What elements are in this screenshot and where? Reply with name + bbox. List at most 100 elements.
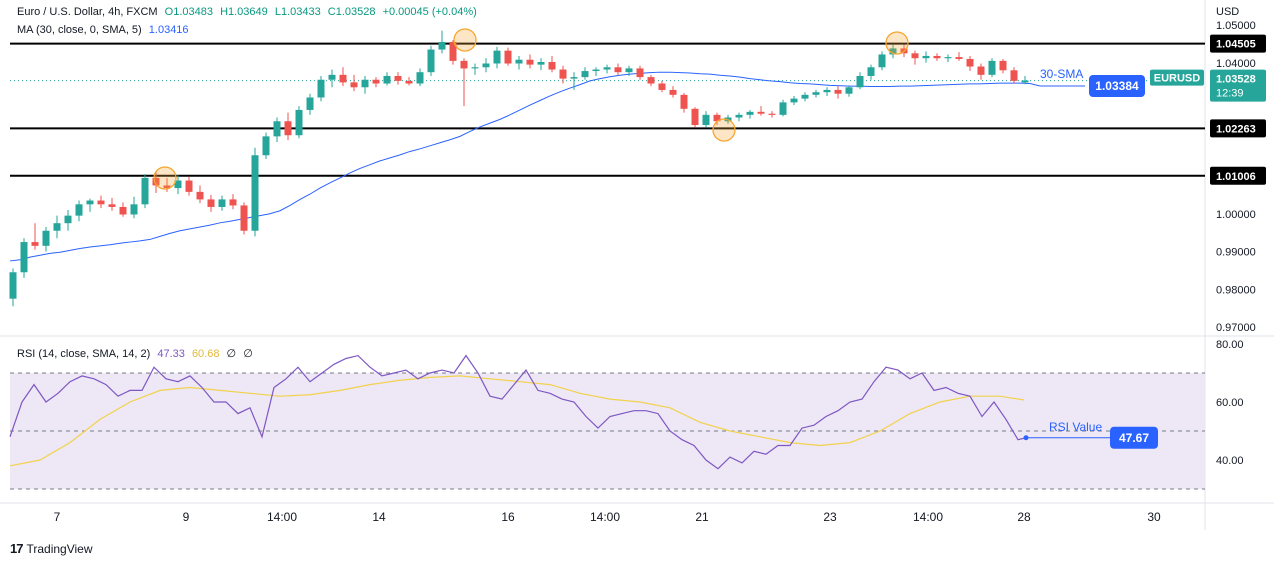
- candle-body: [218, 199, 226, 207]
- price-tick-label: 0.99000: [1216, 247, 1256, 259]
- candles-layer: [9, 30, 1029, 307]
- price-tick-label: 1.04000: [1216, 58, 1256, 70]
- candle-body: [1021, 80, 1029, 83]
- candle-body: [196, 191, 204, 200]
- close-value: C1.03528: [327, 6, 376, 18]
- candle-body: [867, 67, 875, 76]
- candle-body: [438, 41, 446, 50]
- candle-body: [152, 177, 160, 186]
- countdown-label: 12:39: [1216, 88, 1244, 100]
- swing-highlight: [153, 166, 177, 190]
- high-value: H1.03649: [220, 6, 268, 18]
- time-tick-label: 14:00: [590, 510, 620, 524]
- rsi-tick-label: 40.00: [1216, 455, 1244, 467]
- candle-body: [768, 113, 776, 115]
- sma-layer: 30-SMA: [9, 67, 1085, 262]
- rsi-annotation: RSI Value: [1049, 420, 1102, 434]
- level-tag: [1210, 119, 1266, 138]
- candle-body: [647, 77, 655, 84]
- candle-body: [955, 57, 963, 59]
- candle-body: [317, 79, 325, 98]
- open-value: O1.03483: [164, 6, 213, 18]
- levels-layer: [10, 42, 1205, 177]
- candle-body: [801, 94, 809, 99]
- candle-body: [405, 80, 413, 84]
- swing-highlight: [885, 31, 909, 55]
- candle-body: [9, 272, 17, 299]
- candle-body: [86, 200, 94, 205]
- swing-highlight: [712, 118, 736, 142]
- rsi-value-tag: [1110, 426, 1158, 449]
- candle-body: [383, 75, 391, 84]
- axis-layer: USD 1.05000 1.04000 1.00000 0.99000 0.98000 0.…: [54, 6, 1256, 524]
- candle-body: [119, 206, 127, 215]
- candle-body: [97, 200, 105, 205]
- symbol-tag: [1150, 69, 1204, 86]
- candle-body: [416, 72, 424, 84]
- candle-body: [834, 89, 842, 94]
- candle-body: [174, 180, 182, 189]
- candle-body: [185, 180, 193, 192]
- rsi-value-label: 47.67: [1119, 431, 1149, 445]
- candle-body: [328, 74, 336, 80]
- candle-body: [273, 121, 281, 137]
- candle-body: [614, 67, 622, 73]
- candle-body: [1010, 70, 1018, 81]
- symbol-tag-label: EURUSD: [1154, 73, 1201, 85]
- ma-value: 1.03416: [148, 24, 189, 36]
- candle-body: [581, 71, 589, 78]
- candle-body: [493, 50, 501, 64]
- candle-body: [812, 92, 820, 95]
- candle-body: [108, 204, 116, 207]
- level-tag-label: 1.01006: [1216, 171, 1256, 183]
- price-tick-label: 1.05000: [1216, 20, 1256, 32]
- time-tick-label: 14:00: [913, 510, 943, 524]
- candle-body: [284, 121, 292, 136]
- candle-body: [526, 59, 534, 65]
- rsi-legend: RSI (14, close, SMA, 14, 2) 47.33 60.68 …: [17, 347, 257, 360]
- candle-body: [240, 205, 248, 231]
- time-tick-label: 21: [695, 510, 709, 524]
- last-price-label: 1.03528: [1216, 74, 1256, 86]
- candle-body: [482, 63, 490, 68]
- candle-body: [504, 50, 512, 64]
- time-tick-label: 16: [501, 510, 515, 524]
- candle-body: [966, 58, 974, 67]
- rsi-tick-label: 80.00: [1216, 339, 1244, 351]
- candle-body: [823, 89, 831, 93]
- rsi-layer: RSI Value: [9, 354, 1110, 470]
- time-tick-label: 28: [1017, 510, 1031, 524]
- time-tick-label: 30: [1147, 510, 1161, 524]
- candle-body: [669, 89, 677, 95]
- change-value: +0.00045 (+0.04%): [382, 6, 477, 18]
- tags-layer: 1.04505 1.02263 1.01006 1.03528 12:39 EURUSD 1…: [1089, 34, 1266, 449]
- rsi-line: [9, 354, 1027, 470]
- candle-body: [691, 108, 699, 126]
- candle-body: [295, 109, 303, 136]
- candle-body: [856, 75, 864, 88]
- rsi-extra-2: ∅: [243, 348, 253, 360]
- candle-body: [559, 69, 567, 79]
- candle-body: [922, 55, 930, 59]
- candle-body: [988, 60, 996, 75]
- time-tick-label: 7: [54, 510, 61, 524]
- candle-body: [141, 177, 149, 205]
- candle-body: [75, 204, 83, 216]
- rsi-ma-value: 60.68: [191, 348, 220, 360]
- candle-body: [42, 230, 50, 246]
- candle-body: [306, 97, 314, 110]
- level-tag-label: 1.02263: [1216, 123, 1256, 135]
- sma-line: [9, 71, 1041, 262]
- level-tag: [1210, 34, 1266, 53]
- candle-body: [680, 94, 688, 109]
- candle-body: [790, 98, 798, 103]
- tradingview-brand[interactable]: 17 TradingView: [10, 541, 93, 556]
- brand-name: TradingView: [26, 541, 93, 556]
- candle-body: [548, 61, 556, 70]
- candle-body: [889, 48, 897, 55]
- candle-body: [878, 54, 886, 68]
- highlight-layer: [153, 28, 909, 190]
- chart-legend-main: Euro / U.S. Dollar, 4h, FXCM O1.03483 H1…: [17, 6, 481, 18]
- rsi-band: [10, 372, 1205, 490]
